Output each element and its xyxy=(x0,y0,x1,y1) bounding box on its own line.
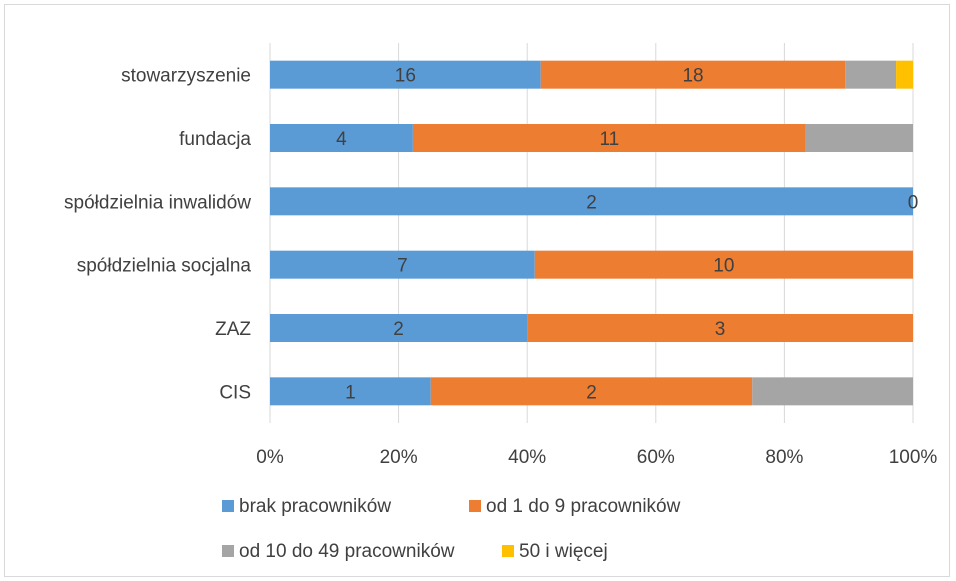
bar-segment xyxy=(527,314,913,342)
data-label: 2 xyxy=(586,192,597,213)
bar-segment xyxy=(412,124,806,152)
data-label: 3 xyxy=(715,319,726,340)
bar-layer: 16 18 4 11 2 0 7 10 2 3 1 2 xyxy=(270,60,919,406)
legend-label: brak pracowników xyxy=(239,496,391,517)
category-label: CIS xyxy=(219,382,251,403)
category-label: fundacja xyxy=(179,129,251,150)
bar-segment xyxy=(805,124,913,152)
x-tick-label: 0% xyxy=(256,447,284,468)
x-tick-label: 40% xyxy=(508,447,546,468)
data-label: 0 xyxy=(908,192,919,213)
bar-segment xyxy=(270,314,528,342)
grid-layer xyxy=(269,43,914,423)
category-label: spółdzielnia socjalna xyxy=(77,256,252,277)
bar-segment xyxy=(270,250,535,279)
data-label: 2 xyxy=(393,319,404,340)
data-label: 7 xyxy=(397,256,408,277)
stacked-bar-chart: 16 184 112 07 102 31 2 stowarzyszeniefundacjas… xyxy=(64,43,937,562)
category-label: ZAZ xyxy=(215,319,251,340)
chart-frame: 16 18 4 11 2 0 7 10 2 3 1 2 stowarzyszenie fundacja s… xyxy=(4,4,950,577)
legend-swatch xyxy=(469,500,481,512)
x-tick-label: 60% xyxy=(637,447,675,468)
bar-segment xyxy=(270,60,541,89)
data-label: 11 xyxy=(599,129,619,150)
x-tick-label: 100% xyxy=(889,447,938,468)
legend-swatch xyxy=(502,545,514,557)
legend-swatch xyxy=(222,545,234,557)
legend: brak pracowników od 1 do 9 pracowników od … xyxy=(222,496,681,562)
bar-segment xyxy=(270,377,431,406)
x-tick-labels: 0% 20% 40% 60% 80% 100% xyxy=(256,447,937,468)
bar-segment xyxy=(270,124,413,152)
category-label: stowarzyszenie xyxy=(121,66,251,87)
legend-swatch xyxy=(222,500,234,512)
x-tick-label: 80% xyxy=(765,447,803,468)
data-label: 18 xyxy=(682,66,703,87)
legend-label: od 1 do 9 pracowników xyxy=(486,496,681,517)
bar-segment xyxy=(540,60,846,89)
x-tick-label: 20% xyxy=(380,447,418,468)
data-label: 1 xyxy=(345,382,356,403)
legend-label: 50 i więcej xyxy=(519,541,608,562)
bar-segment xyxy=(430,377,753,406)
data-label: 16 xyxy=(395,66,416,87)
bar-segment xyxy=(752,377,913,406)
data-label: 4 xyxy=(336,129,347,150)
category-labels: stowarzyszenie fundacja spółdzielnia inwal… xyxy=(64,66,251,404)
data-label: 2 xyxy=(586,382,597,403)
category-label: spółdzielnia inwalidów xyxy=(64,192,251,213)
bar-segment xyxy=(534,250,913,279)
bar-segment xyxy=(270,187,913,216)
data-label: 10 xyxy=(713,256,734,277)
bar-segment xyxy=(845,60,897,89)
bar-segment xyxy=(896,60,913,89)
legend-label: od 10 do 49 pracowników xyxy=(239,541,455,562)
